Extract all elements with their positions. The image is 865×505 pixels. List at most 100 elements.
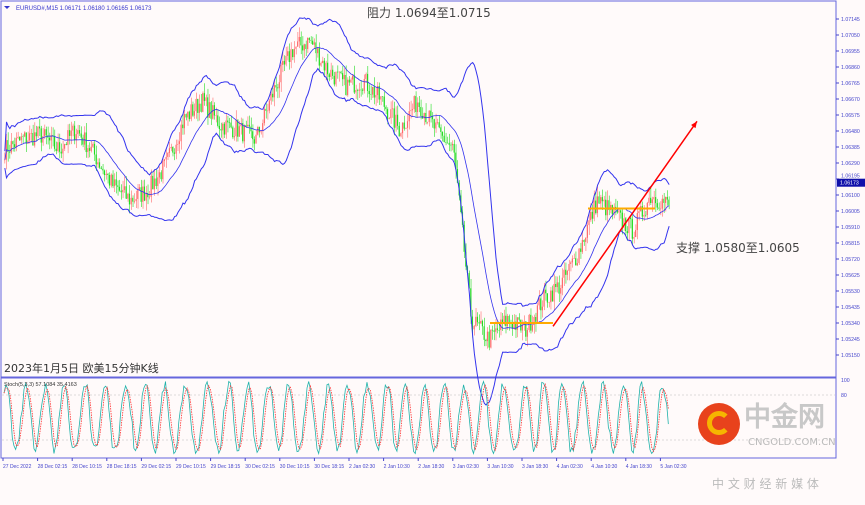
candle-body	[10, 141, 12, 153]
candle-body	[263, 108, 265, 124]
candle-body	[601, 197, 603, 202]
candle-body	[620, 210, 622, 213]
candle-body	[200, 103, 202, 112]
candle-body	[8, 151, 11, 153]
candle-body	[413, 96, 415, 110]
candle-body	[33, 132, 36, 146]
candle-body	[218, 125, 220, 129]
candle-body	[541, 306, 543, 311]
candle-body	[310, 39, 312, 41]
candle-body	[513, 321, 515, 329]
candle-body	[128, 193, 131, 205]
candle-body	[60, 151, 62, 154]
candle-body	[503, 315, 505, 324]
candle-body	[580, 248, 582, 252]
candle-body	[183, 114, 185, 129]
candle-body	[260, 131, 262, 133]
current-price-marker	[837, 178, 865, 187]
candle-body	[575, 258, 577, 266]
candle-body	[223, 123, 225, 135]
candle-body	[391, 108, 394, 110]
collapse-triangle-icon[interactable]	[4, 6, 10, 9]
candle-body	[150, 175, 152, 197]
candle-body	[67, 130, 69, 145]
time-tick-label: 28 Dec 02:15	[38, 464, 68, 470]
candle-body	[125, 186, 127, 199]
candle-body	[278, 82, 280, 89]
candle-body	[555, 283, 557, 288]
candle-body	[15, 137, 17, 148]
candle-body	[48, 137, 51, 141]
candle-body	[388, 118, 390, 119]
stoch-signal-line	[3, 382, 669, 453]
candle-body	[485, 339, 487, 342]
candle-body	[468, 272, 470, 289]
candle-body	[178, 141, 180, 144]
candle-body	[175, 144, 177, 154]
candle-body	[162, 160, 164, 180]
candle-body	[102, 168, 104, 171]
candle-body	[415, 96, 417, 112]
candle-body	[282, 60, 284, 65]
candle-body	[37, 126, 39, 137]
chart-caption: 2023年1月5日 欧美15分钟K线	[4, 362, 159, 375]
time-tick-label: 2 Jan 10:30	[384, 464, 410, 470]
candle-body	[167, 152, 169, 157]
candle-body	[365, 73, 367, 79]
candle-body	[193, 111, 195, 116]
candle-body	[475, 316, 477, 326]
candle-body	[283, 60, 285, 65]
candle-body	[113, 179, 116, 187]
candle-body	[18, 136, 21, 141]
candle-body	[195, 98, 197, 112]
candle-body	[526, 330, 528, 337]
price-tick-label: 1.05910	[841, 225, 860, 231]
candle-body	[383, 96, 385, 107]
candle-body	[361, 89, 364, 91]
candle-body	[83, 132, 86, 145]
candle-body	[661, 198, 663, 209]
candle-body	[538, 298, 540, 306]
candle-body	[300, 36, 302, 46]
candle-body	[520, 319, 522, 331]
candle-body	[173, 152, 175, 154]
candle-body	[360, 89, 362, 91]
candle-body	[428, 110, 430, 122]
candle-body	[341, 73, 344, 80]
candle-body	[385, 106, 387, 110]
candle-body	[172, 146, 174, 153]
time-tick-label: 28 Dec 10:15	[72, 464, 102, 470]
candle-body	[663, 198, 665, 203]
candle-body	[583, 239, 585, 242]
candle-body	[165, 156, 167, 160]
candle-body	[498, 330, 500, 331]
candle-body	[613, 206, 615, 215]
candle-body	[515, 321, 517, 330]
candle-body	[553, 283, 555, 302]
candle-body	[293, 48, 295, 58]
candle-body	[63, 144, 66, 149]
candle-body	[115, 179, 117, 186]
candle-body	[230, 122, 232, 128]
candle-body	[653, 197, 655, 200]
candle-body	[192, 104, 194, 116]
candle-body	[566, 270, 568, 275]
candle-body	[148, 196, 151, 198]
candle-body	[130, 197, 132, 205]
candle-body	[87, 148, 89, 153]
price-tick-label: 1.07145	[841, 17, 860, 23]
candle-body	[82, 137, 84, 145]
candle-body	[273, 85, 275, 98]
candle-body	[411, 109, 414, 111]
time-tick-label: 4 Jan 02:30	[557, 464, 583, 470]
time-tick-label: 4 Jan 18:30	[626, 464, 652, 470]
candle-body	[185, 114, 187, 118]
candle-body	[540, 298, 542, 311]
time-tick-label: 2 Jan 02:30	[349, 464, 375, 470]
candle-body	[73, 125, 76, 141]
candle-body	[426, 121, 429, 123]
candle-body	[645, 214, 647, 216]
candle-body	[430, 110, 432, 117]
candle-body	[666, 197, 668, 200]
